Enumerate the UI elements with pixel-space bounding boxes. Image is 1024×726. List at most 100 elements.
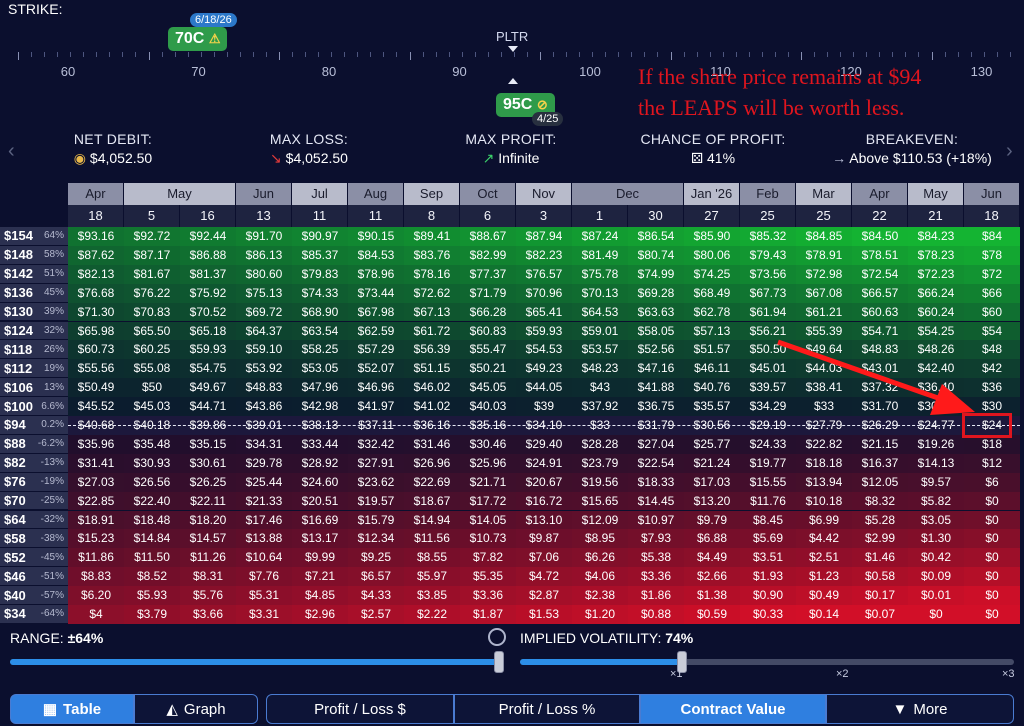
- iv-slider-thumb[interactable]: [677, 651, 688, 673]
- tab-profit-loss-dollar[interactable]: Profit / Loss $: [266, 694, 454, 724]
- value-table: Apr May Jun Jul Aug Sep Oct Nov Dec Jan '26 Feb Mar…: [0, 183, 1024, 624]
- value-cell: $0: [964, 529, 1020, 549]
- value-cell: $9.99: [292, 548, 348, 568]
- value-cell: $72.62: [404, 283, 460, 303]
- day-header[interactable]: 21: [908, 205, 963, 227]
- price-row-label: $148 58%: [0, 245, 68, 264]
- tab-table[interactable]: ▦ Table: [10, 694, 134, 724]
- eye-off-icon: ⊘: [536, 97, 548, 112]
- short-call-leg[interactable]: 95C ⊘ 4/25: [496, 93, 564, 126]
- day-header[interactable]: 22: [852, 205, 907, 227]
- day-header[interactable]: 3: [516, 205, 571, 227]
- day-header[interactable]: 5: [124, 205, 179, 227]
- value-cell: $26.56: [124, 472, 180, 492]
- value-cell: $72.98: [796, 264, 852, 284]
- day-header[interactable]: 13: [236, 205, 291, 227]
- price-row-label: $34 -64%: [0, 605, 68, 623]
- chevron-left-icon[interactable]: ‹: [8, 140, 15, 162]
- month-header: May: [908, 183, 963, 205]
- day-header[interactable]: 25: [796, 205, 851, 227]
- month-header: Apr: [68, 183, 123, 205]
- day-header[interactable]: 11: [292, 205, 347, 227]
- value-cell: $4.06: [572, 567, 628, 587]
- value-cell: $8.95: [572, 529, 628, 549]
- value-cell: $67.13: [404, 302, 460, 322]
- tab-more[interactable]: ▼ More: [826, 694, 1014, 724]
- value-cell: $6.57: [348, 567, 404, 587]
- value-cell: $45.03: [124, 397, 180, 416]
- max-profit-stat: MAX PROFIT: ↗ Infinite: [446, 131, 576, 167]
- value-cell: $11.86: [68, 548, 124, 568]
- value-cell: $48.26: [908, 340, 964, 360]
- strike-tick-label: 120: [840, 64, 862, 79]
- max-profit-value: Infinite: [498, 150, 540, 166]
- range-slider-thumb[interactable]: [494, 651, 504, 673]
- value-cell: $19.77: [740, 453, 796, 473]
- value-cell: $34.31: [236, 434, 292, 454]
- value-cell: $71.79: [460, 283, 516, 303]
- range-label: RANGE:: [10, 630, 64, 646]
- day-header[interactable]: 8: [404, 205, 459, 227]
- graph-icon: ◭: [166, 701, 178, 718]
- day-header[interactable]: 11: [348, 205, 403, 227]
- price-value: $112: [4, 360, 33, 376]
- value-cell: $14.57: [180, 529, 236, 549]
- value-cell: $3.66: [180, 605, 236, 624]
- value-cell: $18: [964, 434, 1020, 454]
- iv-control-label: IMPLIED VOLATILITY: 74%: [520, 630, 693, 646]
- strike-tick-label: 130: [970, 64, 993, 79]
- day-header[interactable]: 18: [68, 205, 123, 227]
- price-value: $34: [4, 606, 26, 622]
- value-cell: $46.96: [348, 378, 404, 398]
- reset-icon[interactable]: [488, 628, 506, 646]
- price-row-label: $124 32%: [0, 321, 68, 340]
- value-cell: $74.25: [684, 264, 740, 284]
- value-cell: $5.31: [236, 586, 292, 605]
- value-cell: $82.99: [460, 245, 516, 265]
- value-cell: $53.57: [572, 340, 628, 360]
- price-marker-top: [508, 46, 518, 52]
- value-cell: $59.93: [516, 321, 572, 341]
- day-header[interactable]: 30: [628, 205, 683, 227]
- value-cell: $82.23: [516, 245, 572, 265]
- value-cell: $68.49: [684, 283, 740, 303]
- net-debit-value: $4,052.50: [89, 150, 153, 166]
- value-cell: $10.73: [460, 529, 516, 549]
- value-cell: $5.69: [740, 529, 796, 549]
- value-cell: $84.85: [796, 227, 852, 246]
- value-cell: $3.51: [740, 548, 796, 568]
- value-cell: $4.49: [684, 548, 740, 568]
- chevron-right-icon[interactable]: ›: [1006, 140, 1013, 162]
- value-cell: $85.37: [292, 245, 348, 265]
- day-header[interactable]: 16: [180, 205, 235, 227]
- value-cell: $26.25: [180, 472, 236, 492]
- value-cell: $15.23: [68, 529, 124, 549]
- value-cell: $40.03: [460, 397, 516, 416]
- tab-profit-loss-pct[interactable]: Profit / Loss %: [454, 694, 640, 724]
- price-row-label: $40 -57%: [0, 586, 68, 604]
- value-cell: $12: [964, 453, 1020, 473]
- tab-contract-value[interactable]: Contract Value: [640, 694, 826, 724]
- day-header[interactable]: 25: [740, 205, 795, 227]
- month-header: Feb: [740, 183, 795, 205]
- strike-ruler[interactable]: 60 70 80 90 100 110 120 130: [10, 52, 1016, 79]
- value-cell: $84.53: [348, 245, 404, 265]
- day-header[interactable]: 6: [460, 205, 515, 227]
- value-cell: $13.94: [796, 472, 852, 492]
- day-header[interactable]: 27: [684, 205, 739, 227]
- value-cell: $48.83: [236, 378, 292, 398]
- value-cell: $81.37: [180, 264, 236, 284]
- day-header[interactable]: 18: [964, 205, 1019, 227]
- long-call-leg[interactable]: 6/18/26 70C ⚠: [168, 13, 237, 51]
- iv-mult-3: ×3: [1002, 668, 1015, 680]
- price-value: $52: [4, 549, 26, 565]
- day-header[interactable]: 1: [572, 205, 627, 227]
- value-cell: $22.54: [628, 453, 684, 473]
- tab-graph[interactable]: ◭ Graph: [134, 694, 258, 724]
- value-cell: $13.20: [684, 491, 740, 511]
- value-cell: $59.01: [572, 321, 628, 341]
- value-cell: $60.24: [908, 302, 964, 322]
- iv-slider-track[interactable]: [520, 659, 1014, 665]
- value-cell: $17.03: [684, 472, 740, 492]
- value-cell: $65.98: [68, 321, 124, 341]
